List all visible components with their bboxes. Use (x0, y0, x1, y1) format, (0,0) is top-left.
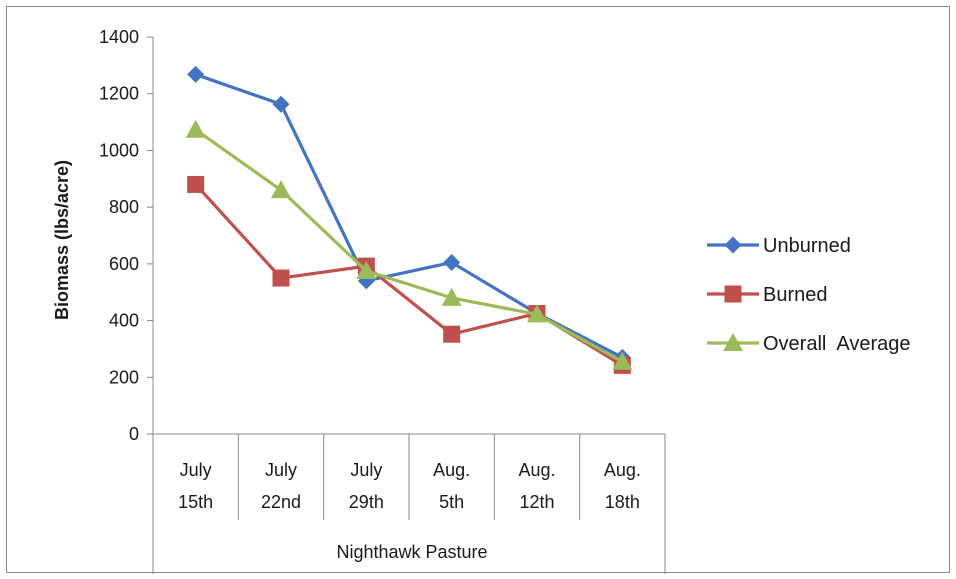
legend: Unburned Burned Overall Average (707, 235, 911, 355)
x-category-label: 29th (349, 492, 384, 512)
y-axis-title: Biomass (lbs/acre) (52, 160, 72, 320)
y-tick-label: 400 (109, 311, 139, 331)
series-burned (187, 175, 631, 374)
data-point-burned (443, 325, 461, 343)
data-point-unburned (187, 65, 205, 83)
x-category-label: Aug. (433, 460, 470, 480)
x-category-label: 22nd (261, 492, 301, 512)
legend-label-burned: Burned (763, 284, 828, 306)
x-category-label: July (350, 460, 382, 480)
legend-item-unburned: Unburned (707, 235, 851, 257)
chart-frame: 0 200 400 600 800 1000 1200 1400 July 15th July 22n… (6, 6, 950, 574)
x-axis-title: Nighthawk Pasture (336, 542, 487, 562)
data-point-overall-average (356, 260, 377, 279)
series-layer (185, 65, 633, 374)
y-tick-label: 200 (109, 367, 139, 387)
series-line-overall-average (194, 128, 624, 364)
series-line-unburned (195, 72, 624, 359)
data-point-unburned (443, 253, 461, 271)
legend-item-overall-average: Overall Average (707, 333, 911, 355)
y-tick-label: 1200 (99, 84, 139, 104)
data-point-overall-average (612, 351, 633, 370)
legend-label-overall-average: Overall Average (763, 333, 911, 355)
data-point-overall-average (185, 119, 206, 138)
x-category-label: Aug. (604, 460, 641, 480)
x-category-label: 15th (178, 492, 213, 512)
legend-marker-overall-average (723, 333, 743, 351)
y-tick-label: 1000 (99, 140, 139, 160)
axes-layer: 0 200 400 600 800 1000 1200 1400 July 15th July 22n… (99, 27, 666, 574)
x-category-label: 12th (519, 492, 554, 512)
data-point-burned (272, 269, 290, 287)
y-tick-label: 600 (109, 254, 139, 274)
data-point-burned (187, 175, 205, 193)
legend-marker-burned (724, 285, 742, 303)
y-tick-label: 800 (109, 197, 139, 217)
x-category-label: July (180, 460, 212, 480)
series-unburned (187, 65, 631, 366)
legend-marker-unburned (724, 236, 742, 254)
x-category-label: Aug. (518, 460, 555, 480)
x-category-label: 18th (605, 492, 640, 512)
line-chart: 0 200 400 600 800 1000 1200 1400 July 15th July 22n… (52, 27, 911, 574)
y-tick-label: 1400 (99, 27, 139, 47)
x-category-label: 5th (439, 492, 464, 512)
series-overall-average (185, 119, 633, 370)
y-tick-label: 0 (129, 424, 139, 444)
legend-item-burned: Burned (707, 284, 828, 306)
data-point-overall-average (527, 304, 547, 323)
x-category-label: July (265, 460, 297, 480)
data-point-unburned (272, 95, 290, 113)
data-point-overall-average (271, 180, 291, 199)
data-point-overall-average (441, 287, 462, 306)
legend-label-unburned: Unburned (763, 235, 851, 257)
series-line-burned (194, 183, 624, 367)
